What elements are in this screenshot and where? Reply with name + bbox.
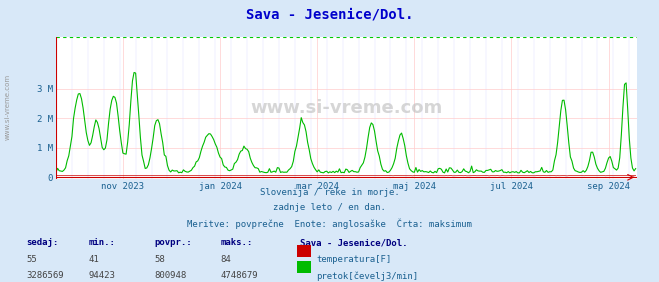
Text: Meritve: povprečne  Enote: anglosaške  Črta: maksimum: Meritve: povprečne Enote: anglosaške Črt… — [187, 219, 472, 229]
Text: pretok[čevelj3/min]: pretok[čevelj3/min] — [316, 271, 418, 281]
Text: 4748679: 4748679 — [221, 271, 258, 280]
Text: zadnje leto / en dan.: zadnje leto / en dan. — [273, 203, 386, 212]
Text: temperatura[F]: temperatura[F] — [316, 255, 391, 264]
Text: povpr.:: povpr.: — [155, 238, 192, 247]
Text: maks.:: maks.: — [221, 238, 253, 247]
Text: 58: 58 — [155, 255, 165, 264]
Text: min.:: min.: — [89, 238, 116, 247]
Text: 94423: 94423 — [89, 271, 116, 280]
Text: www.si-vreme.com: www.si-vreme.com — [5, 74, 11, 140]
Text: Sava - Jesenice/Dol.: Sava - Jesenice/Dol. — [246, 7, 413, 21]
Text: sedaj:: sedaj: — [26, 238, 59, 247]
Text: 41: 41 — [89, 255, 100, 264]
Text: Slovenija / reke in morje.: Slovenija / reke in morje. — [260, 188, 399, 197]
Text: 3286569: 3286569 — [26, 271, 64, 280]
Text: 800948: 800948 — [155, 271, 187, 280]
Text: 84: 84 — [221, 255, 231, 264]
Text: Sava - Jesenice/Dol.: Sava - Jesenice/Dol. — [300, 238, 407, 247]
Text: 55: 55 — [26, 255, 37, 264]
Text: www.si-vreme.com: www.si-vreme.com — [250, 99, 443, 117]
